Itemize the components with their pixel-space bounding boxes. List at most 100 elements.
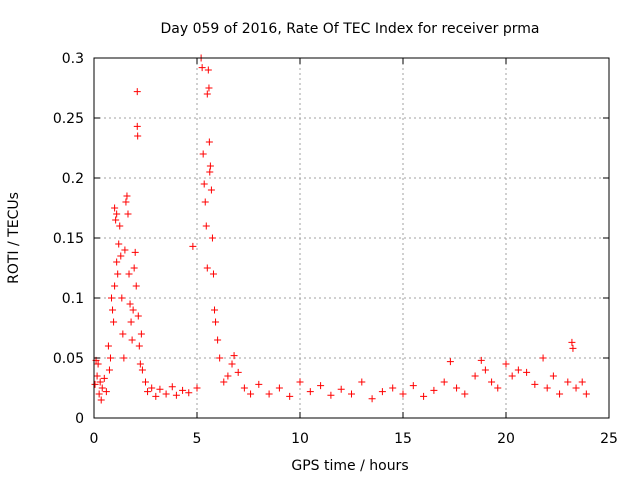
data-point — [224, 372, 232, 380]
data-point — [120, 354, 128, 362]
grid — [94, 58, 609, 418]
data-point — [578, 378, 586, 386]
data-points — [91, 54, 590, 404]
data-point — [306, 388, 314, 396]
data-point — [123, 192, 131, 200]
data-point — [502, 360, 510, 368]
y-tick-label: 0.2 — [62, 171, 84, 187]
data-point — [104, 342, 112, 350]
data-point — [477, 356, 485, 364]
data-point — [127, 318, 135, 326]
data-point — [119, 330, 127, 338]
data-point — [203, 90, 211, 98]
data-point — [327, 391, 335, 399]
data-point — [514, 366, 522, 374]
data-point — [126, 300, 134, 308]
data-point — [130, 264, 138, 272]
axis-ticks — [93, 57, 610, 419]
data-point — [96, 378, 104, 386]
data-point — [156, 385, 164, 393]
data-point — [543, 384, 551, 392]
x-tick-label: 5 — [193, 431, 202, 447]
data-point — [91, 380, 99, 388]
data-point — [93, 372, 101, 380]
x-tick-label: 10 — [291, 431, 309, 447]
data-point — [275, 384, 283, 392]
data-point — [106, 354, 114, 362]
data-point — [409, 382, 417, 390]
data-point — [471, 372, 479, 380]
data-point — [142, 378, 149, 386]
data-point — [108, 294, 116, 302]
data-point — [582, 390, 590, 398]
data-point — [481, 366, 489, 374]
data-point — [556, 390, 564, 398]
data-point — [453, 384, 461, 392]
data-point — [564, 378, 572, 386]
y-tick-label: 0.3 — [62, 51, 84, 67]
data-point — [121, 246, 129, 254]
data-point — [211, 306, 219, 314]
data-point — [523, 368, 531, 376]
data-point — [205, 138, 213, 146]
data-point — [317, 382, 325, 390]
x-axis-label: GPS time / hours — [291, 458, 408, 474]
data-point — [204, 66, 212, 74]
data-point — [205, 84, 213, 92]
data-point — [117, 252, 125, 260]
data-point — [203, 264, 211, 272]
data-point — [206, 162, 214, 170]
data-point — [98, 384, 106, 392]
data-point — [162, 390, 170, 398]
axis-tick-labels: 0 5 10 15 20 25 0 0.05 0.1 0.15 0.2 0.25 0.3 — [53, 51, 618, 447]
data-point — [216, 354, 224, 362]
data-point — [115, 240, 123, 248]
data-point — [144, 388, 152, 396]
data-point — [128, 336, 136, 344]
y-tick-label: 0.15 — [53, 231, 84, 247]
data-point — [148, 384, 156, 392]
data-point — [185, 389, 193, 397]
data-point — [134, 312, 142, 320]
y-tick-label: 0 — [75, 411, 84, 427]
data-point — [265, 390, 273, 398]
data-point — [214, 336, 222, 344]
data-point — [131, 248, 139, 256]
data-point — [114, 270, 122, 278]
data-point — [230, 352, 238, 360]
data-point — [129, 306, 137, 314]
data-point — [247, 390, 255, 398]
data-point — [212, 318, 220, 326]
data-point — [116, 222, 124, 230]
data-point — [358, 378, 366, 386]
chart-title: Day 059 of 2016, Rate Of TEC Index for r… — [161, 21, 540, 37]
data-point — [193, 384, 201, 392]
data-point — [420, 392, 428, 400]
data-point — [440, 378, 448, 386]
data-point — [569, 344, 577, 352]
data-point — [109, 306, 117, 314]
data-point — [168, 383, 176, 391]
data-point — [207, 186, 215, 194]
data-point — [201, 198, 209, 206]
data-point — [124, 210, 132, 218]
data-point — [200, 180, 208, 188]
data-point — [531, 380, 539, 388]
data-point — [172, 391, 180, 399]
data-point — [446, 358, 454, 366]
y-axis-label: ROTI / TECUs — [6, 192, 22, 284]
data-point — [206, 168, 214, 176]
x-tick-label: 20 — [497, 431, 515, 447]
data-point — [113, 258, 121, 266]
data-point — [110, 318, 118, 326]
data-point — [208, 234, 216, 242]
data-point — [202, 222, 210, 230]
data-point — [368, 395, 376, 403]
data-point — [572, 384, 580, 392]
data-point — [111, 204, 119, 212]
data-point — [209, 270, 217, 278]
data-point — [97, 396, 105, 404]
data-point — [430, 386, 438, 394]
data-point — [133, 88, 141, 96]
